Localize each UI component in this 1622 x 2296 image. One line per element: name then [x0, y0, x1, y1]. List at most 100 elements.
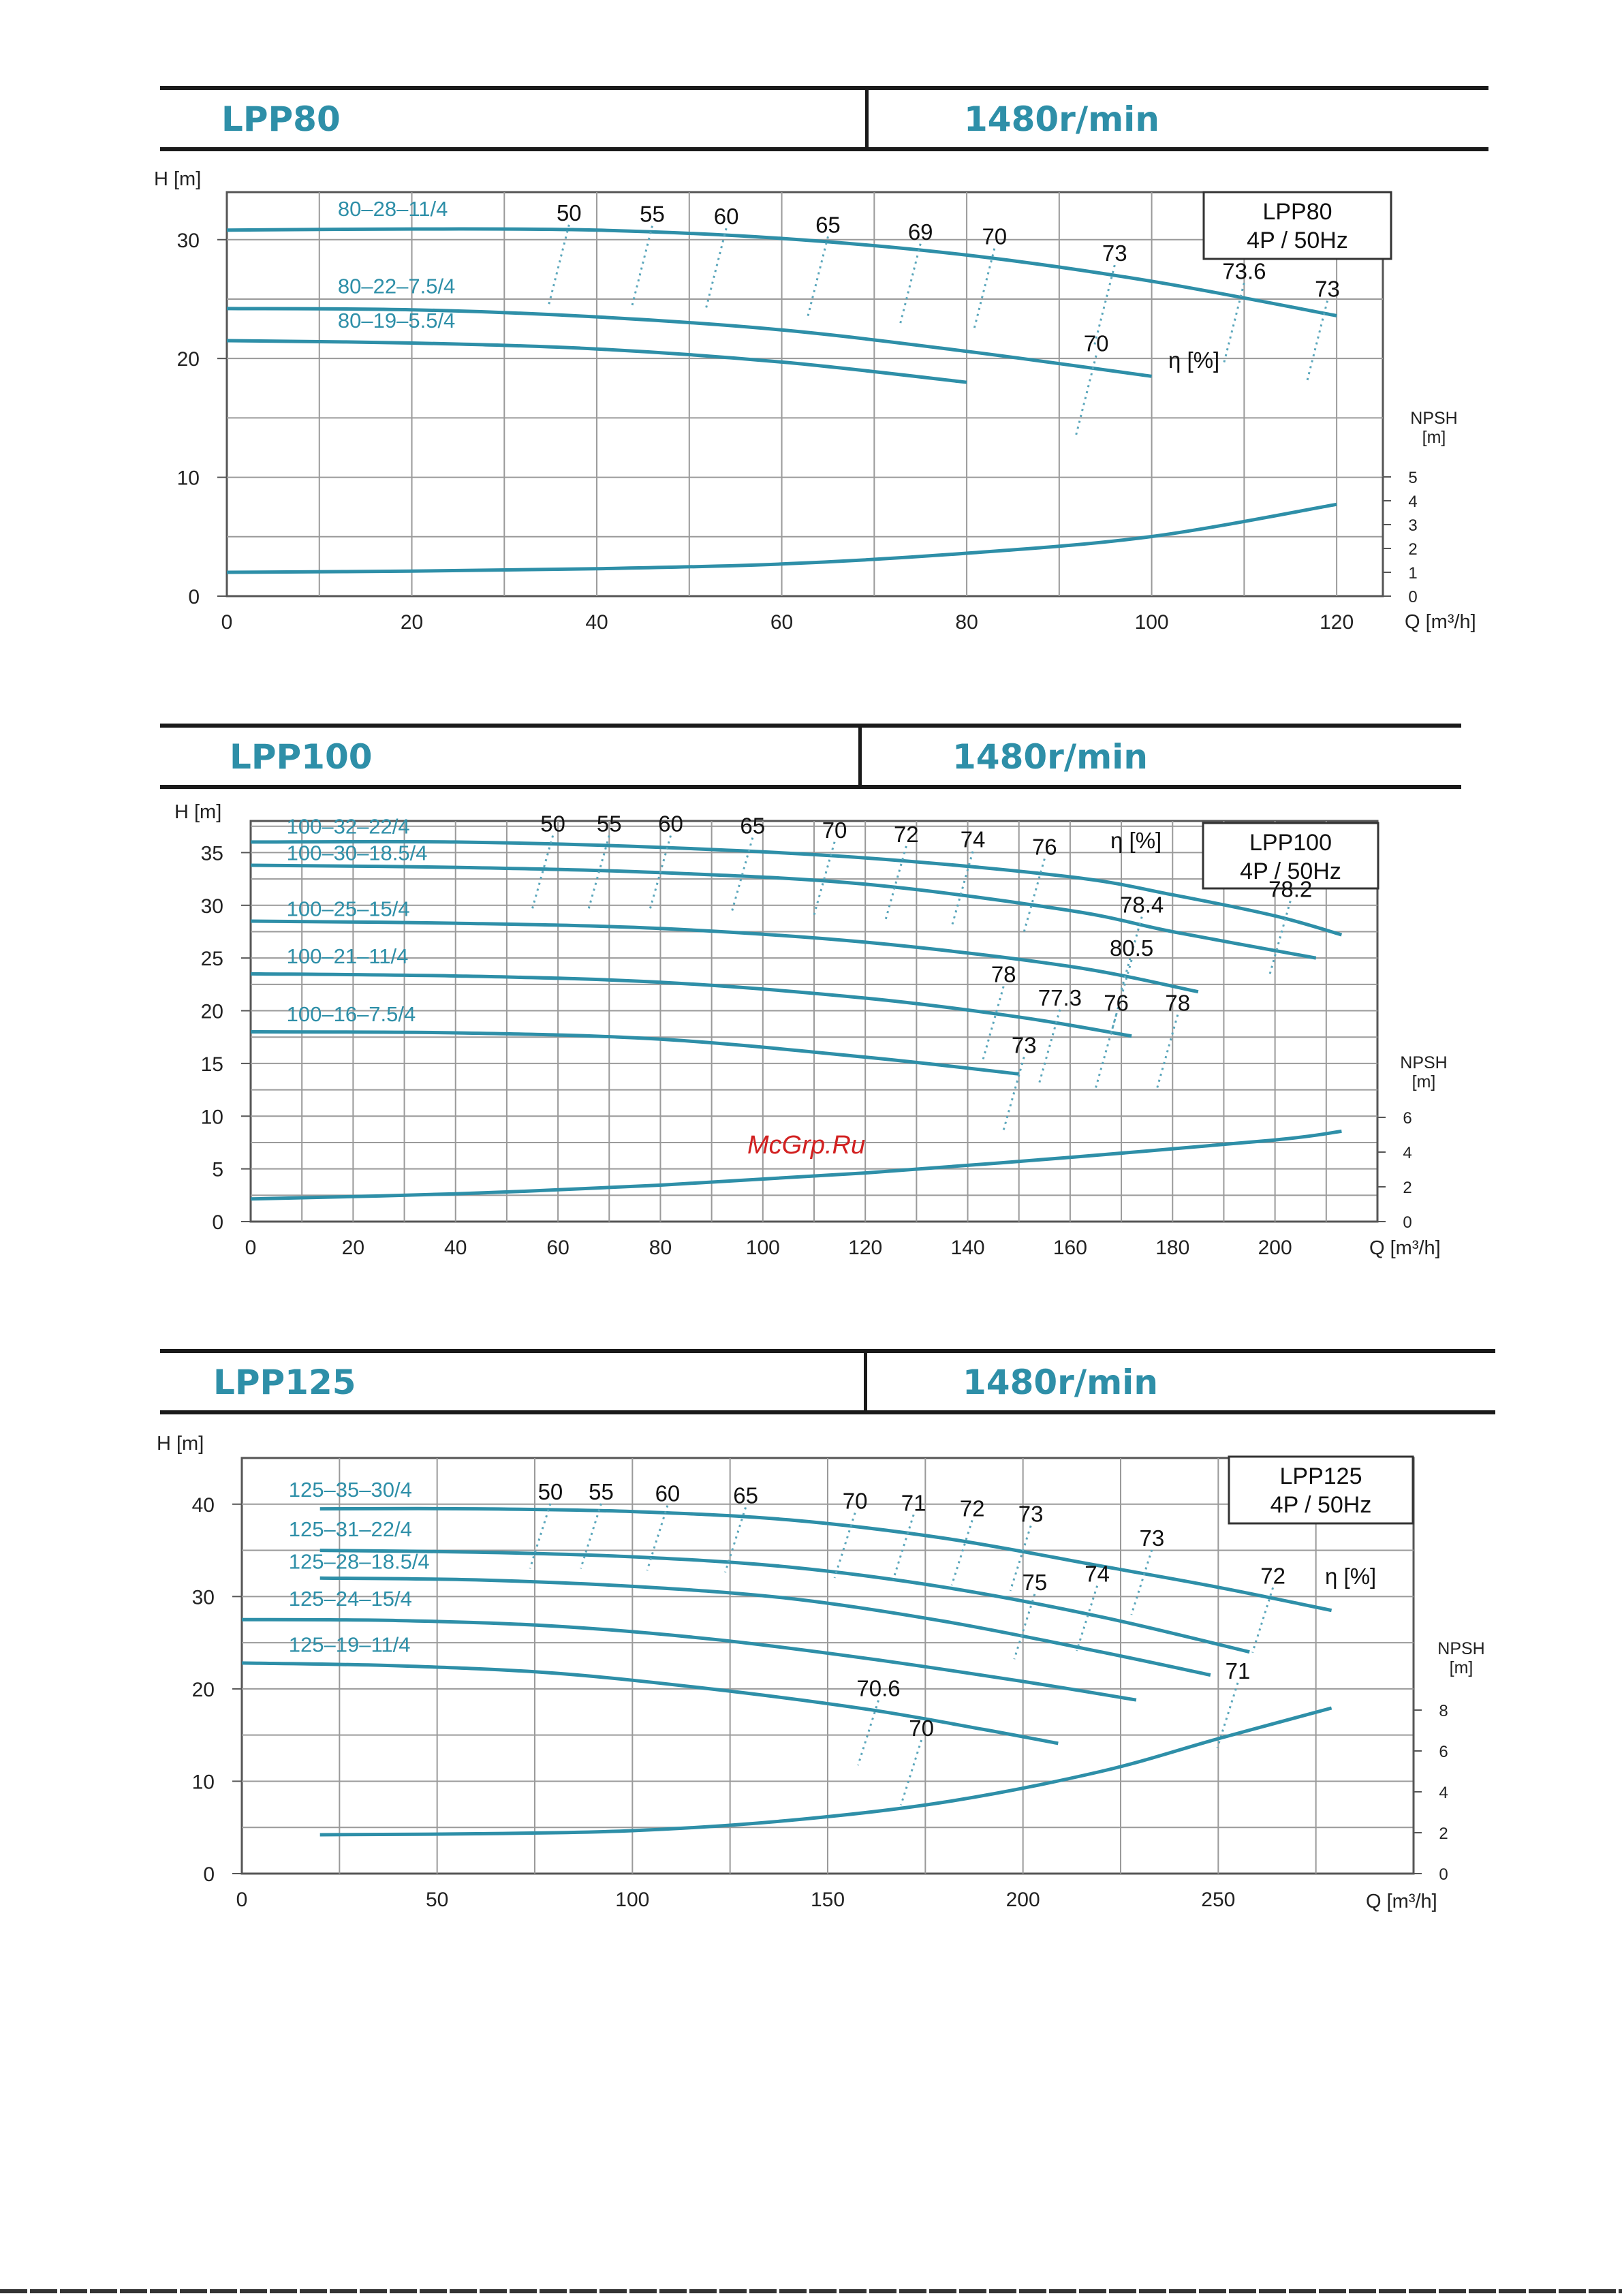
y-tick-label: 0	[188, 586, 200, 608]
efficiency-label: 65	[733, 1483, 758, 1508]
y-axis-label: H [m]	[154, 168, 201, 190]
efficiency-axis-label: η [%]	[1325, 1564, 1376, 1589]
head-curve	[226, 339, 967, 384]
y-tick-label: 0	[203, 1863, 215, 1886]
efficiency-isoline	[1130, 1549, 1153, 1615]
efficiency-isoline	[900, 1739, 923, 1805]
efficiency-isoline	[892, 1514, 915, 1581]
x-tick-label: 60	[770, 611, 793, 634]
efficiency-isoline	[1110, 959, 1133, 1034]
y-tick-label: 30	[192, 1586, 215, 1609]
efficiency-isoline	[587, 835, 610, 909]
x-tick-label: 100	[746, 1237, 780, 1259]
head-curve	[250, 839, 1343, 937]
y-tick-label: 5	[212, 1159, 223, 1181]
efficiency-label: 71	[1226, 1658, 1251, 1684]
efficiency-isoline	[806, 236, 829, 318]
legend-box	[1228, 1455, 1414, 1525]
legend-poles: 4P / 50Hz	[1240, 858, 1341, 884]
x-tick-label: 20	[342, 1237, 364, 1259]
head-curve	[241, 1617, 1137, 1702]
efficiency-label: 50	[557, 200, 582, 226]
x-axis-label: Q [m³/h]	[1405, 611, 1476, 633]
y-axis-label: H [m]	[157, 1433, 204, 1455]
legend-model: LPP100	[1249, 830, 1332, 856]
efficiency-isoline	[1023, 858, 1046, 932]
header-band: LPP100 1480r/min	[160, 724, 1461, 789]
npsh-tick-label: 0	[1439, 1865, 1448, 1884]
npsh-tick-label: 6	[1403, 1109, 1412, 1128]
plot-frame	[225, 191, 1384, 598]
series-label: 125–35–30/4	[289, 1478, 412, 1502]
npsh-curve	[319, 1706, 1332, 1837]
npsh-tick-label: 4	[1403, 1144, 1412, 1162]
efficiency-isoline	[813, 841, 836, 916]
head-curve	[250, 972, 1132, 1038]
x-tick-label: 120	[848, 1237, 882, 1259]
npsh-tick-label: 0	[1408, 588, 1417, 606]
npsh-tick-label: 3	[1408, 516, 1417, 535]
efficiency-isoline	[646, 1505, 669, 1571]
efficiency-isoline	[731, 837, 754, 911]
model-title: LPP80	[221, 99, 341, 139]
head-curve	[250, 863, 1317, 960]
efficiency-isoline	[580, 1503, 602, 1569]
efficiency-label: 72	[1260, 1563, 1285, 1588]
watermark: McGrp.Ru	[747, 1131, 866, 1160]
npsh-tick-label: 1	[1408, 564, 1417, 583]
efficiency-label: 80.5	[1110, 935, 1153, 961]
efficiency-label: 73	[1018, 1502, 1044, 1527]
efficiency-label: 70	[843, 1489, 868, 1514]
efficiency-label: 70.6	[856, 1676, 900, 1701]
head-curve	[226, 307, 1152, 378]
head-curve	[319, 1549, 1250, 1654]
y-tick-label: 10	[201, 1106, 223, 1128]
y-tick-label: 10	[192, 1771, 215, 1793]
npsh-tick-label: 2	[1408, 540, 1417, 559]
efficiency-label: 73.6	[1222, 258, 1266, 283]
efficiency-isoline	[982, 986, 1005, 1059]
efficiency-isoline	[529, 1503, 552, 1569]
efficiency-label: 77.3	[1038, 985, 1082, 1010]
y-tick-label: 10	[177, 467, 200, 490]
x-tick-label: 20	[401, 611, 423, 634]
legend-model: LPP80	[1262, 199, 1332, 225]
npsh-curve	[250, 1129, 1342, 1201]
efficiency-label: 78	[991, 962, 1016, 987]
head-curve	[241, 1661, 1059, 1746]
header-separator	[864, 1353, 867, 1410]
y-tick-label: 30	[177, 230, 200, 252]
y-tick-label: 20	[192, 1679, 215, 1701]
npsh-axis-unit: [m]	[1422, 428, 1446, 447]
efficiency-label: 65	[740, 813, 765, 839]
efficiency-label: 73	[1315, 276, 1340, 301]
efficiency-isoline	[631, 226, 653, 307]
npsh-axis-label: NPSH	[1400, 1053, 1447, 1072]
legend-poles: 4P / 50Hz	[1270, 1492, 1372, 1518]
series-label: 80–19–5.5/4	[338, 309, 455, 332]
series-label: 125–19–11/4	[289, 1633, 411, 1657]
efficiency-label: 65	[815, 212, 841, 237]
efficiency-label: 70	[1084, 331, 1109, 356]
efficiency-label: 69	[908, 219, 933, 245]
efficiency-label: 78.4	[1120, 893, 1164, 918]
efficiency-label: 70	[909, 1716, 934, 1741]
efficiency-isoline	[1013, 1594, 1036, 1660]
efficiency-isoline	[1076, 1585, 1099, 1651]
x-tick-label: 80	[649, 1237, 672, 1259]
efficiency-label: 72	[960, 1495, 985, 1521]
x-tick-label: 0	[236, 1889, 248, 1911]
series-label: 100–21–11/4	[287, 944, 409, 968]
efficiency-isoline	[833, 1512, 856, 1579]
efficiency-isoline	[1222, 282, 1245, 364]
efficiency-label: 73	[1140, 1525, 1165, 1551]
efficiency-axis-label: η [%]	[1110, 828, 1161, 853]
series-label: 80–22–7.5/4	[338, 274, 455, 298]
x-tick-label: 200	[1006, 1889, 1040, 1911]
efficiency-label: 70	[982, 224, 1007, 249]
efficiency-isoline	[884, 846, 907, 920]
npsh-axis-label: NPSH	[1410, 409, 1457, 428]
x-tick-label: 100	[1135, 611, 1169, 634]
series-label: 125–28–18.5/4	[289, 1550, 430, 1574]
head-curve	[250, 919, 1199, 994]
